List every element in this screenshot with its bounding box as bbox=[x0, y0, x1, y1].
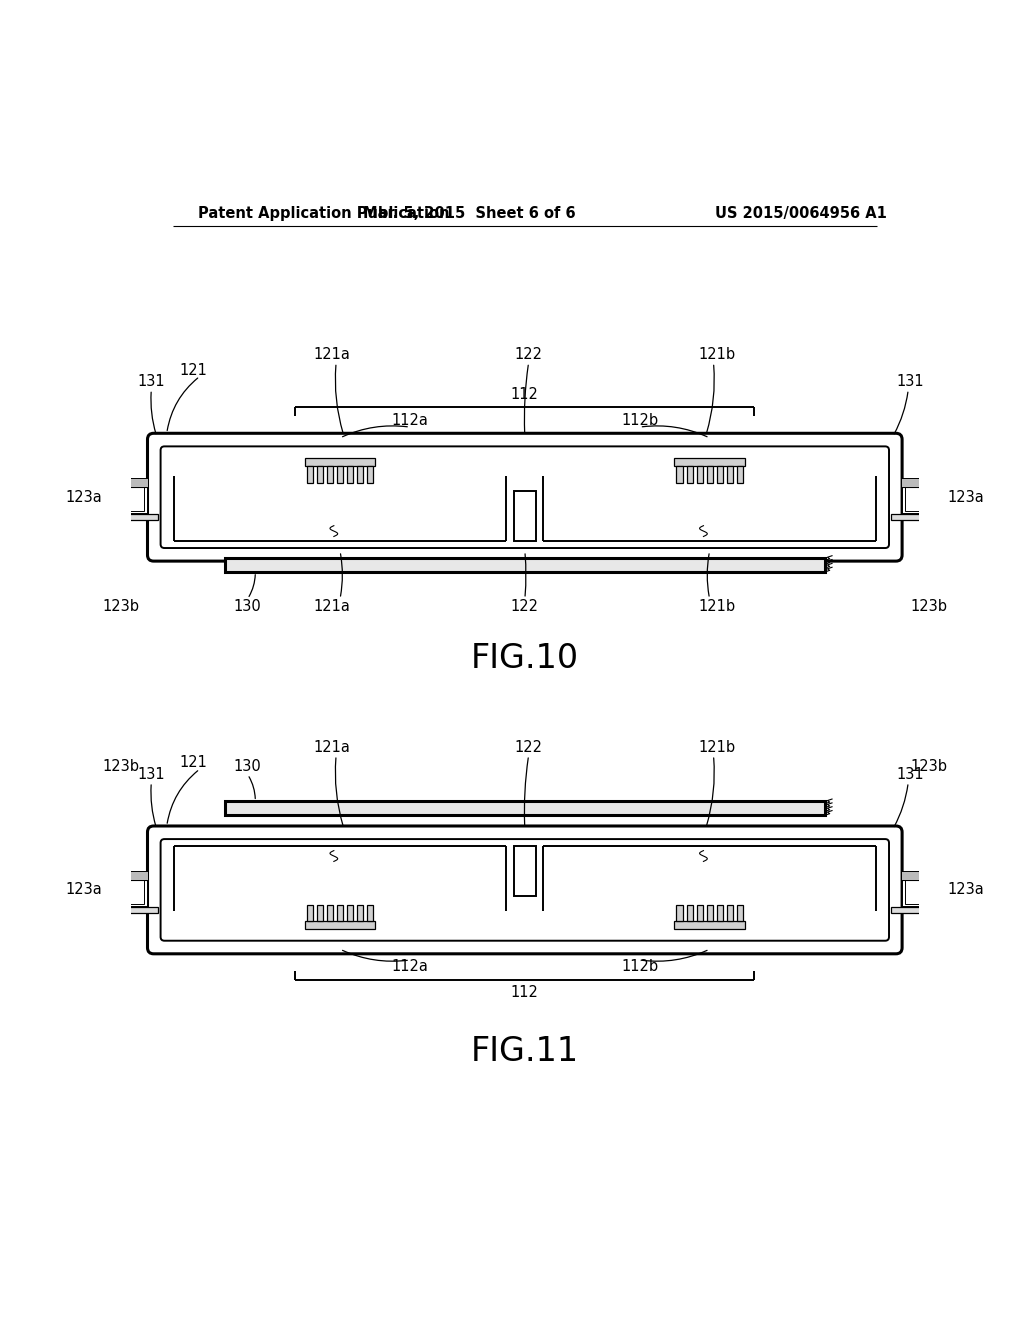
Text: 112b: 112b bbox=[621, 958, 658, 974]
Bar bbox=[307, 904, 313, 921]
Bar bbox=[902, 873, 937, 907]
Bar bbox=[224, 558, 825, 572]
Bar bbox=[357, 466, 364, 483]
Text: 121b: 121b bbox=[698, 347, 736, 362]
Bar bbox=[717, 466, 723, 483]
Bar bbox=[686, 904, 692, 921]
Bar bbox=[113, 873, 147, 907]
Text: 122: 122 bbox=[515, 741, 543, 755]
Text: 121: 121 bbox=[180, 755, 208, 771]
Text: 123b: 123b bbox=[102, 599, 139, 614]
Bar bbox=[110, 907, 159, 913]
Bar bbox=[727, 466, 733, 483]
Text: 112: 112 bbox=[511, 387, 539, 403]
Bar bbox=[905, 483, 934, 511]
Text: 123b: 123b bbox=[910, 759, 947, 775]
Bar bbox=[116, 875, 144, 904]
Bar bbox=[905, 875, 934, 904]
Bar bbox=[110, 515, 159, 520]
Bar bbox=[674, 458, 745, 466]
Bar bbox=[677, 466, 683, 483]
Text: 112a: 112a bbox=[391, 413, 428, 429]
Bar bbox=[357, 904, 364, 921]
Bar bbox=[304, 921, 376, 929]
Text: 130: 130 bbox=[233, 599, 261, 614]
Text: FIG.10: FIG.10 bbox=[471, 643, 579, 676]
Text: 121b: 121b bbox=[698, 599, 736, 614]
Bar bbox=[224, 801, 825, 816]
Bar bbox=[891, 907, 940, 913]
Text: 122: 122 bbox=[511, 599, 539, 614]
Text: 123a: 123a bbox=[947, 882, 984, 898]
Text: US 2015/0064956 A1: US 2015/0064956 A1 bbox=[715, 206, 887, 222]
Text: Mar. 5, 2015  Sheet 6 of 6: Mar. 5, 2015 Sheet 6 of 6 bbox=[364, 206, 575, 222]
Bar bbox=[902, 479, 937, 487]
Text: 112a: 112a bbox=[391, 958, 428, 974]
Text: 123a: 123a bbox=[66, 490, 102, 504]
Text: 130: 130 bbox=[233, 759, 261, 775]
Bar bbox=[696, 466, 702, 483]
Bar bbox=[677, 904, 683, 921]
Text: 123b: 123b bbox=[910, 599, 947, 614]
Bar bbox=[902, 479, 937, 515]
Text: 123a: 123a bbox=[66, 882, 102, 898]
Bar bbox=[696, 904, 702, 921]
Bar bbox=[902, 873, 937, 880]
Bar bbox=[113, 479, 147, 487]
Bar bbox=[736, 904, 742, 921]
Bar bbox=[337, 466, 343, 483]
Bar bbox=[316, 904, 323, 921]
Bar bbox=[727, 904, 733, 921]
Bar bbox=[304, 458, 376, 466]
FancyBboxPatch shape bbox=[147, 433, 902, 561]
Text: 131: 131 bbox=[137, 767, 165, 781]
Bar bbox=[686, 466, 692, 483]
Bar bbox=[736, 466, 742, 483]
Bar bbox=[674, 921, 745, 929]
Bar bbox=[113, 479, 147, 515]
Text: 121b: 121b bbox=[698, 741, 736, 755]
Bar bbox=[327, 466, 333, 483]
Bar bbox=[367, 466, 373, 483]
Text: 121a: 121a bbox=[314, 599, 351, 614]
Text: 121a: 121a bbox=[314, 741, 351, 755]
Bar bbox=[707, 904, 713, 921]
Bar bbox=[514, 491, 536, 541]
Text: 131: 131 bbox=[896, 374, 924, 389]
FancyBboxPatch shape bbox=[147, 826, 902, 954]
Bar bbox=[717, 904, 723, 921]
Text: 131: 131 bbox=[896, 767, 924, 781]
Text: 112b: 112b bbox=[621, 413, 658, 429]
Text: 131: 131 bbox=[137, 374, 165, 389]
Text: 121a: 121a bbox=[314, 347, 351, 362]
Bar bbox=[347, 904, 353, 921]
Text: 121: 121 bbox=[180, 363, 208, 378]
Bar bbox=[327, 904, 333, 921]
Bar bbox=[514, 846, 536, 896]
Text: 123b: 123b bbox=[102, 759, 139, 775]
Bar bbox=[367, 904, 373, 921]
Text: 123a: 123a bbox=[947, 490, 984, 504]
Bar bbox=[113, 873, 147, 880]
Bar bbox=[707, 466, 713, 483]
Bar bbox=[337, 904, 343, 921]
Bar bbox=[316, 466, 323, 483]
Text: 112: 112 bbox=[511, 985, 539, 999]
Bar bbox=[116, 483, 144, 511]
Bar bbox=[307, 466, 313, 483]
Bar bbox=[347, 466, 353, 483]
Text: 122: 122 bbox=[515, 347, 543, 362]
Text: Patent Application Publication: Patent Application Publication bbox=[199, 206, 450, 222]
Bar bbox=[891, 515, 940, 520]
Text: FIG.11: FIG.11 bbox=[471, 1035, 579, 1068]
